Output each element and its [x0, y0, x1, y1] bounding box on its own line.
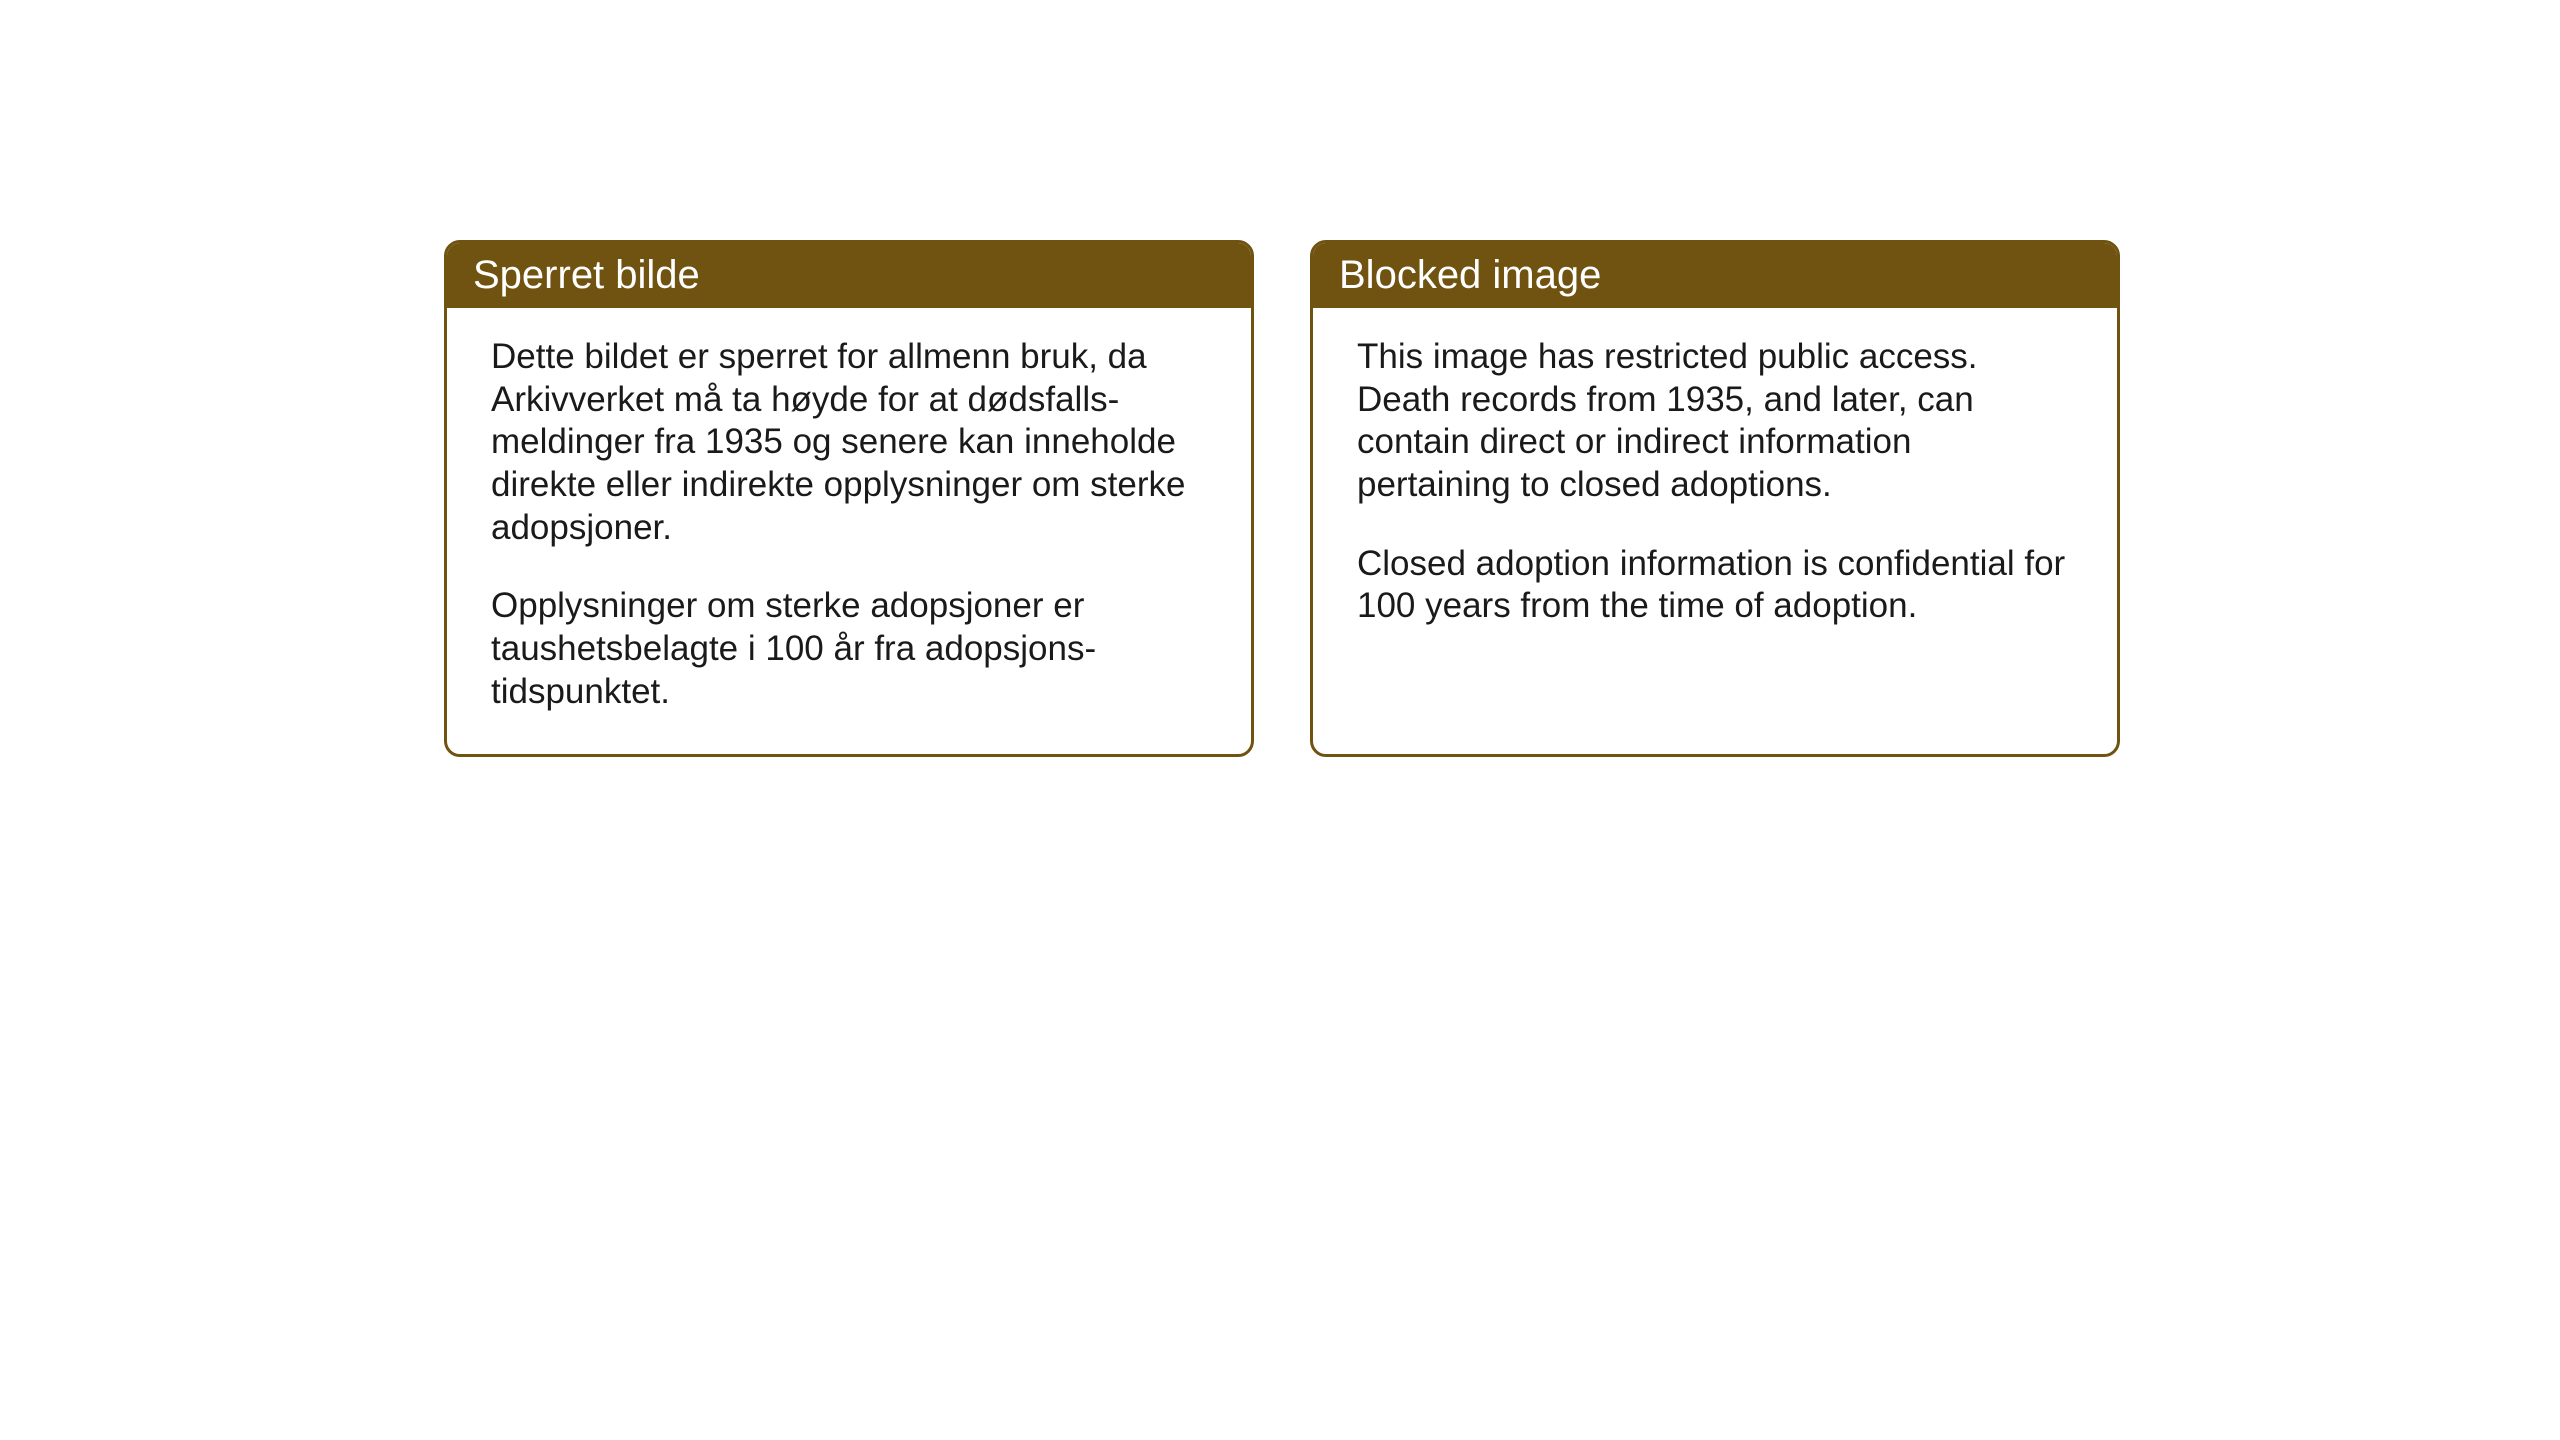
card-norwegian: Sperret bilde Dette bildet er sperret fo…: [444, 240, 1254, 757]
card-english: Blocked image This image has restricted …: [1310, 240, 2120, 757]
card-norwegian-body: Dette bildet er sperret for allmenn bruk…: [447, 308, 1251, 754]
card-norwegian-title: Sperret bilde: [473, 253, 700, 297]
card-english-paragraph-2: Closed adoption information is confident…: [1357, 543, 2073, 628]
card-english-paragraph-1: This image has restricted public access.…: [1357, 336, 2073, 507]
card-norwegian-paragraph-2: Opplysninger om sterke adopsjoner er tau…: [491, 585, 1207, 713]
card-english-title: Blocked image: [1339, 253, 1601, 297]
card-english-header: Blocked image: [1313, 243, 2117, 308]
cards-container: Sperret bilde Dette bildet er sperret fo…: [444, 240, 2120, 757]
card-english-body: This image has restricted public access.…: [1313, 308, 2117, 738]
card-norwegian-paragraph-1: Dette bildet er sperret for allmenn bruk…: [491, 336, 1207, 549]
card-norwegian-header: Sperret bilde: [447, 243, 1251, 308]
